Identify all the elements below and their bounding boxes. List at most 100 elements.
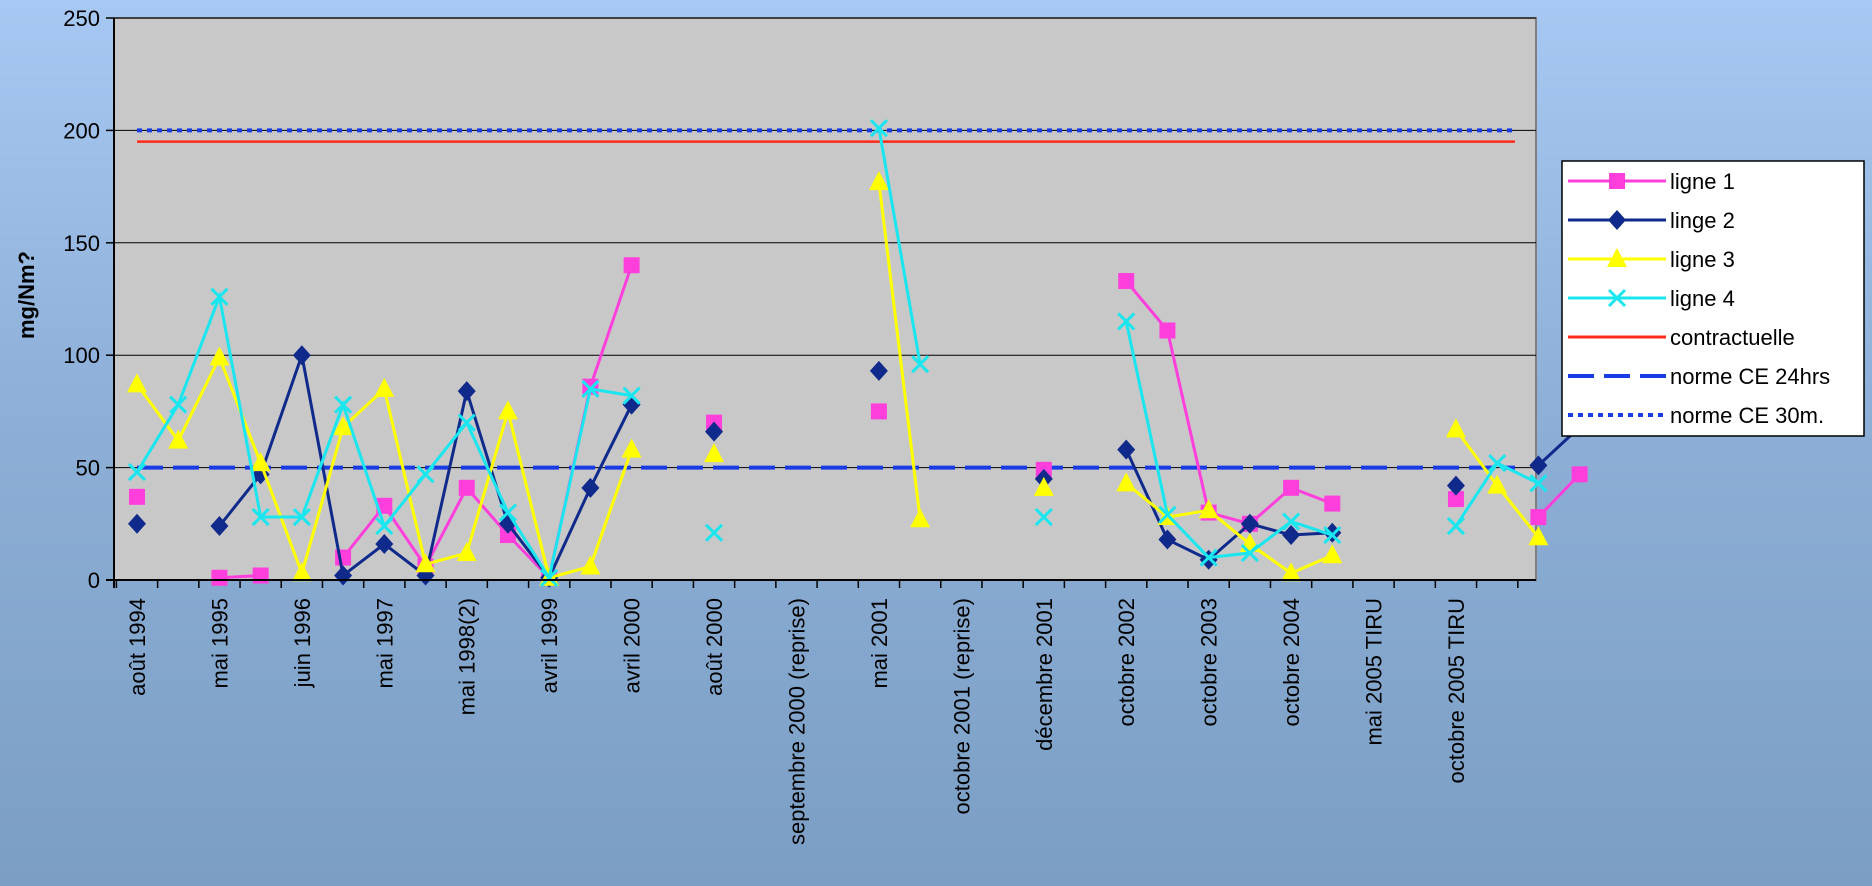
data-point [1445, 418, 1466, 438]
data-point [128, 513, 146, 534]
data-point [1198, 499, 1219, 519]
x-tick-label: octobre 2003 [1197, 598, 1222, 726]
data-point [1281, 562, 1302, 582]
data-point [1529, 455, 1548, 476]
data-point [1283, 479, 1300, 496]
data-point [581, 477, 600, 498]
data-point [375, 516, 394, 536]
x-tick-label: avril 1999 [537, 598, 562, 693]
legend-label: ligne 4 [1670, 286, 1735, 311]
x-tick-label: mai 2005 TIRU [1362, 598, 1387, 746]
data-point [211, 569, 228, 586]
y-tick-label: 250 [63, 6, 100, 31]
x-tick-label: mai 1998(2) [455, 598, 480, 715]
axes [106, 18, 1536, 588]
data-point [1034, 507, 1053, 527]
x-tick-label: octobre 2005 TIRU [1444, 598, 1469, 783]
data-point [252, 567, 269, 584]
data-point [1530, 509, 1547, 526]
data-point [334, 395, 353, 414]
data-point [291, 562, 312, 582]
data-point [1529, 474, 1548, 493]
data-point [292, 345, 311, 366]
data-point [540, 568, 559, 587]
data-point [1116, 472, 1137, 492]
data-point [621, 438, 642, 458]
data-point [1158, 529, 1177, 550]
x-tick-label: mai 1995 [207, 598, 232, 689]
data-point [169, 395, 188, 414]
data-point [457, 413, 476, 432]
data-point [1282, 512, 1301, 531]
legend-label: contractuelle [1670, 325, 1795, 350]
data-point [1488, 454, 1507, 473]
data-point [1240, 543, 1259, 563]
data-point [1571, 466, 1588, 483]
y-tick-label: 200 [63, 118, 100, 143]
data-point [1607, 248, 1627, 267]
data-point [250, 452, 271, 472]
x-tick-label: juin 1996 [290, 598, 315, 688]
data-point [168, 429, 189, 449]
data-point [1446, 475, 1465, 496]
data-point [129, 488, 145, 505]
data-point [457, 381, 476, 402]
series-line [1125, 482, 1333, 575]
data-point [704, 443, 725, 463]
data-point [209, 346, 230, 366]
data-point [622, 386, 641, 405]
data-point [498, 503, 518, 522]
data-point [580, 555, 601, 575]
x-tick-label: septembre 2000 (reprise) [784, 598, 809, 845]
data-point [1609, 173, 1625, 189]
x-tick-label: août 2000 [702, 598, 727, 696]
data-point [1607, 288, 1627, 308]
data-point [415, 553, 436, 573]
legend-label: ligne 3 [1670, 247, 1735, 272]
data-point [1282, 525, 1301, 546]
x-tick-label: mai 1997 [372, 598, 397, 689]
data-point [497, 400, 518, 420]
data-point [1528, 526, 1549, 546]
legend-label: norme CE 24hrs [1670, 364, 1830, 389]
data-point [1199, 548, 1218, 567]
data-point [704, 523, 724, 542]
data-point [1322, 544, 1343, 564]
data-point [1158, 505, 1177, 524]
data-point [911, 355, 930, 374]
data-point [581, 379, 600, 398]
data-point [1240, 513, 1259, 534]
data-point [127, 373, 147, 393]
data-point [1117, 312, 1136, 331]
data-point [374, 377, 395, 397]
x-tick-label: octobre 2002 [1114, 598, 1139, 726]
x-tick-label: avril 2000 [620, 598, 645, 693]
series-ligne-4 [127, 119, 1548, 587]
data-point [458, 479, 475, 496]
legend-label: linge 2 [1670, 208, 1735, 233]
data-point [868, 171, 889, 191]
x-tick-label: décembre 2001 [1032, 598, 1057, 751]
data-point [375, 534, 394, 555]
data-point [251, 507, 270, 527]
data-point [869, 360, 888, 381]
data-point [1447, 491, 1464, 508]
data-point [1446, 516, 1466, 536]
legend-label: norme CE 30m. [1670, 403, 1824, 428]
x-tick-label: mai 2001 [867, 598, 892, 689]
series-line [877, 127, 922, 365]
series-line [877, 181, 922, 520]
y-axis-ticks: 0 50 100 150 200 250 [63, 6, 114, 593]
x-axis-ticks: août 1994 mai 1995 juin 1996 mai 1997 mai 19… [125, 598, 1469, 845]
legend-label: ligne 1 [1670, 169, 1735, 194]
data-point [1608, 210, 1626, 230]
data-point [1118, 273, 1135, 290]
x-tick-label: octobre 2001 (reprise) [949, 598, 974, 814]
data-point [623, 257, 640, 274]
legend: ligne 1 linge 2 ligne 3 ligne 4 contractuell… [1561, 160, 1865, 437]
data-series [127, 119, 1589, 588]
y-tick-label: 0 [88, 568, 100, 593]
x-tick-label: août 1994 [125, 598, 150, 696]
data-point [910, 508, 931, 528]
y-axis-label: mg/Nm? [14, 251, 39, 339]
